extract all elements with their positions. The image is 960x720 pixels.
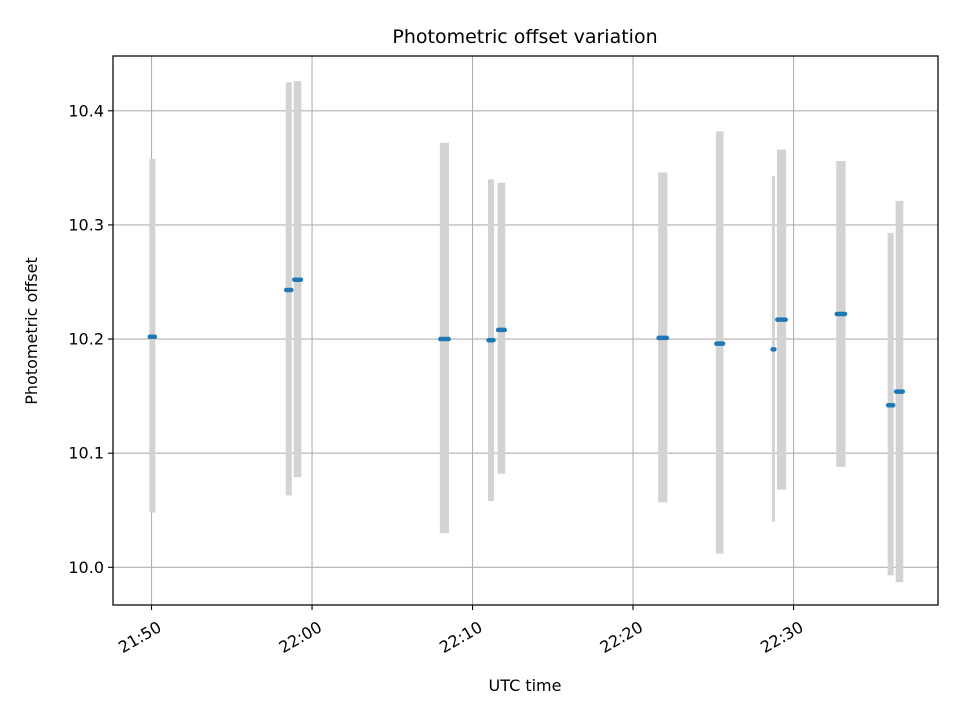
y-tick-label: 10.2	[68, 330, 104, 349]
chart-title: Photometric offset variation	[392, 26, 657, 48]
plot-frame	[112, 55, 939, 606]
y-axis: 10.0 10.1 10.2 10.3 10.4	[68, 101, 113, 577]
y-tick-label: 10.0	[68, 558, 104, 577]
y-axis-title: Photometric offset	[22, 257, 41, 405]
y-tick-label: 10.1	[68, 444, 104, 463]
x-axis-title: UTC time	[489, 676, 562, 695]
y-tick-label: 10.4	[68, 101, 104, 120]
y-tick-label: 10.3	[68, 215, 104, 234]
data-points	[147, 277, 906, 408]
grid	[113, 56, 938, 605]
